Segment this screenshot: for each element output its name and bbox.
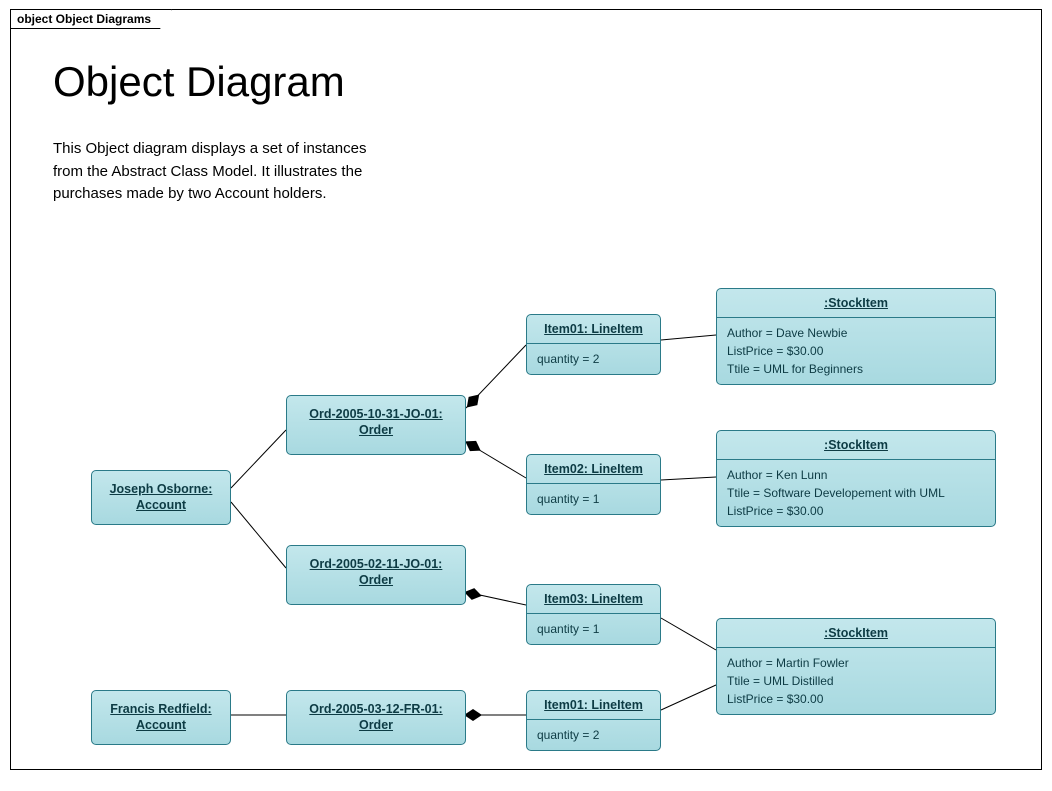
node-header: Joseph Osborne:Account — [92, 471, 230, 524]
uml-object-account1: Joseph Osborne:Account — [91, 470, 231, 525]
uml-object-order1: Ord-2005-10-31-JO-01:Order — [286, 395, 466, 455]
node-header: Ord-2005-03-12-FR-01:Order — [287, 691, 465, 744]
uml-object-stock3: :StockItemAuthor = Martin FowlerTtile = … — [716, 618, 996, 715]
node-header: Francis Redfield:Account — [92, 691, 230, 744]
node-header: Item01: LineItem — [527, 691, 660, 719]
uml-object-stock1: :StockItemAuthor = Dave NewbieListPrice … — [716, 288, 996, 385]
uml-object-item3: Item03: LineItemquantity = 1 — [526, 584, 661, 645]
node-body: Author = Dave NewbieListPrice = $30.00Tt… — [717, 317, 995, 384]
node-body: Author = Ken LunnTtile = Software Develo… — [717, 459, 995, 526]
node-header: Ord-2005-10-31-JO-01:Order — [287, 396, 465, 449]
node-header: :StockItem — [717, 619, 995, 647]
node-body: quantity = 1 — [527, 483, 660, 514]
node-body: quantity = 1 — [527, 613, 660, 644]
uml-object-order3: Ord-2005-03-12-FR-01:Order — [286, 690, 466, 745]
node-header: :StockItem — [717, 289, 995, 317]
uml-object-stock2: :StockItemAuthor = Ken LunnTtile = Softw… — [716, 430, 996, 527]
node-header: Item01: LineItem — [527, 315, 660, 343]
node-body: quantity = 2 — [527, 343, 660, 374]
uml-object-account2: Francis Redfield:Account — [91, 690, 231, 745]
node-header: Ord-2005-02-11-JO-01:Order — [287, 546, 465, 599]
node-body: quantity = 2 — [527, 719, 660, 750]
diagram-frame: object Object Diagrams Object Diagram Th… — [10, 9, 1042, 770]
node-header: Item03: LineItem — [527, 585, 660, 613]
node-body: Author = Martin FowlerTtile = UML Distil… — [717, 647, 995, 714]
node-header: :StockItem — [717, 431, 995, 459]
uml-object-item4: Item01: LineItemquantity = 2 — [526, 690, 661, 751]
uml-object-item1: Item01: LineItemquantity = 2 — [526, 314, 661, 375]
nodes-layer: Joseph Osborne:Account Francis Redfield:A… — [11, 10, 1041, 769]
uml-object-item2: Item02: LineItemquantity = 1 — [526, 454, 661, 515]
node-header: Item02: LineItem — [527, 455, 660, 483]
uml-object-order2: Ord-2005-02-11-JO-01:Order — [286, 545, 466, 605]
